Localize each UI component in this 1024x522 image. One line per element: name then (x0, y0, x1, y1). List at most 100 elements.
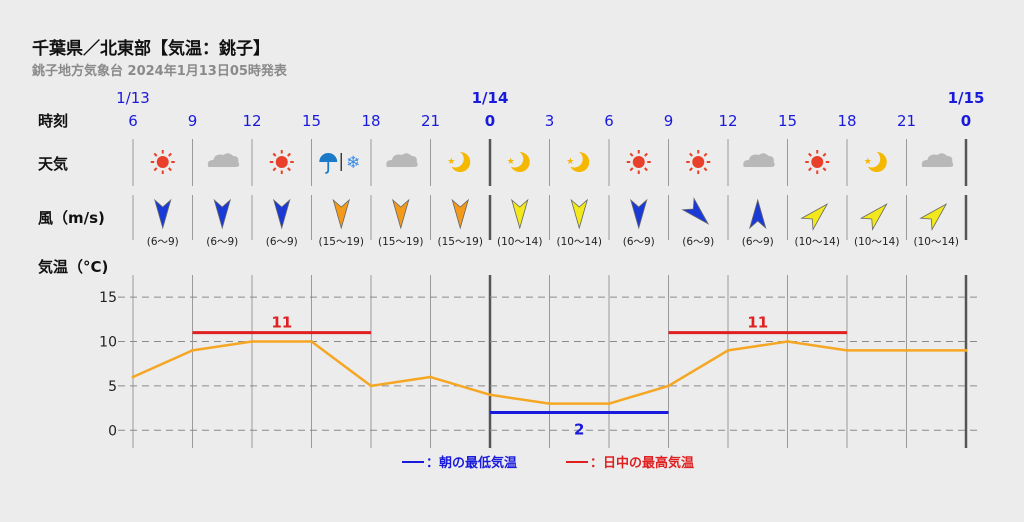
sun-ray (153, 167, 158, 172)
max-temp-label: 11 (271, 314, 292, 332)
sun-ray (822, 167, 827, 172)
temperature-point (667, 384, 670, 388)
sun-disc (275, 156, 288, 168)
wind-speed-label: (15〜19) (438, 236, 483, 248)
sun-ray (808, 167, 812, 172)
wind-arrow-icon (859, 203, 888, 231)
cloud-icon (743, 153, 775, 167)
wind-arrow-shape (153, 198, 172, 230)
wind-arrow-shape (629, 198, 648, 230)
temperature-point (191, 348, 194, 352)
temperature-point (488, 393, 492, 397)
wind-speed-label: (15〜19) (378, 236, 423, 248)
wind-arrow-icon (800, 203, 829, 231)
sun-disc (632, 156, 645, 168)
sun-ray (168, 152, 172, 157)
moon-star: ★ (507, 157, 515, 167)
date-label: 1/15 (948, 89, 985, 107)
sun-ray (689, 152, 693, 157)
wind-arrow-icon (629, 198, 648, 230)
temperature-point (607, 402, 611, 406)
umbrella-handle (325, 162, 330, 174)
cloud-shape (743, 153, 775, 167)
sun-icon (805, 150, 830, 174)
temperature-point (548, 402, 551, 406)
sun-icon (150, 150, 175, 174)
wind-speed-label: (6〜9) (682, 236, 714, 248)
wind-speed-label: (10〜14) (854, 236, 899, 248)
wind-arrow-shape (570, 198, 589, 230)
wind-arrow-icon (570, 198, 589, 230)
time-tick-label: 12 (718, 112, 737, 130)
moon-shadow (565, 150, 583, 168)
time-tick-label: 15 (778, 112, 797, 130)
time-tick-label: 6 (128, 112, 138, 130)
wind-arrow-icon (272, 198, 291, 230)
moon-icon: ★ (863, 150, 887, 172)
sun-disc (156, 156, 169, 168)
temperature-point (131, 375, 135, 379)
cloud-icon (921, 153, 954, 167)
sun-ray (703, 152, 708, 157)
time-tick-label: 12 (242, 112, 261, 130)
wind-arrow-icon (451, 198, 470, 230)
wind-arrow-icon (153, 198, 172, 230)
moon-star: ★ (566, 157, 574, 167)
page-title: 千葉県／北東部【気温：銚子】 (32, 39, 270, 59)
sun-ray (168, 167, 172, 172)
sun-ray (287, 167, 291, 172)
temperature-point (310, 340, 313, 344)
y-tick-label: 5 (108, 379, 117, 395)
sun-ray (153, 152, 158, 157)
moon-shadow (446, 150, 464, 168)
moon-star: ★ (864, 157, 872, 167)
wind-arrow-icon (510, 198, 529, 230)
wind-arrow-shape (213, 198, 232, 230)
wind-speed-label: (6〜9) (742, 236, 774, 248)
sun-icon (626, 150, 651, 174)
temp-row-label: 気温（°C) (38, 258, 108, 276)
wind-speed-label: (10〜14) (557, 236, 602, 248)
sun-disc (692, 156, 705, 168)
time-tick-label: 9 (188, 112, 198, 130)
moon-shadow (863, 150, 881, 168)
time-tick-label: 18 (361, 112, 380, 130)
legend-max-label: ：日中の最高気温 (590, 455, 694, 471)
wind-arrow-shape (391, 198, 410, 230)
wind-speed-label: (10〜14) (795, 236, 840, 248)
sun-ray (644, 152, 648, 157)
umbrella-canopy (319, 153, 338, 162)
moon-icon: ★ (506, 150, 530, 172)
sun-ray (629, 167, 634, 172)
time-tick-label: 21 (421, 112, 440, 130)
wind-arrow-shape (510, 198, 529, 230)
wind-arrow-shape (272, 198, 291, 230)
wind-arrow-icon (213, 198, 232, 230)
page-subtitle: 銚子地方気象台 2024年1月13日05時発表 (32, 64, 287, 79)
time-tick-label: 21 (897, 112, 916, 130)
temperature-point (726, 348, 730, 352)
wind-arrow-shape (800, 203, 829, 231)
wind-row-label: 風（m/s) (38, 209, 105, 227)
cloud-icon (207, 153, 240, 167)
wind-arrow-shape (919, 203, 948, 231)
wind-arrow-icon (681, 197, 710, 225)
time-tick-label: 3 (545, 112, 555, 130)
moon-shadow (506, 150, 524, 168)
wind-speed-label: (6〜9) (147, 236, 179, 248)
time-tick-label: 6 (604, 112, 614, 130)
sun-disc (811, 156, 824, 168)
wind-speed-label: (6〜9) (266, 236, 298, 248)
date-label: 1/14 (472, 89, 509, 107)
snowflake: ❄ (346, 153, 360, 173)
sun-ray (272, 152, 277, 157)
sun-icon (686, 150, 711, 174)
wind-speed-label: (10〜14) (497, 236, 542, 248)
temperature-point (964, 348, 968, 352)
time-tick-label: 0 (485, 112, 495, 130)
min-temp-label: 2 (574, 421, 584, 439)
wind-arrow-icon (748, 198, 767, 230)
sun-ray (629, 152, 634, 157)
sun-ray (703, 167, 708, 172)
